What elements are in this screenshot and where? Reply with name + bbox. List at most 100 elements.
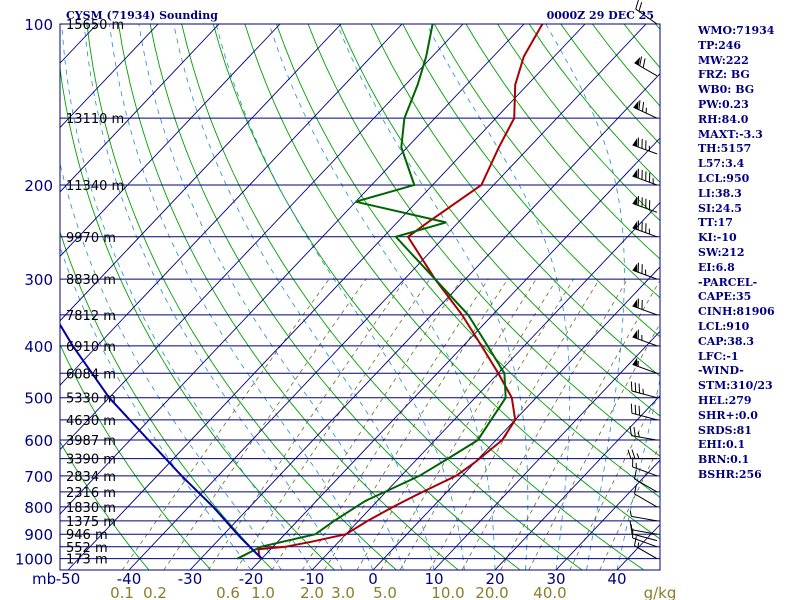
height-label: 2834 m	[66, 470, 116, 485]
chart-grid	[0, 24, 660, 570]
height-label: 15650 m	[66, 18, 124, 33]
pressure-tick-label: 600	[24, 432, 53, 450]
height-label: 173 m	[66, 553, 108, 568]
wind-barb	[634, 56, 658, 77]
wind-barb	[635, 0, 658, 25]
moist-adiabat	[616, 377, 660, 570]
mixing-ratio-line	[380, 278, 558, 570]
moist-adiabat	[109, 24, 374, 570]
height-label: 2316 m	[66, 486, 116, 501]
dry-adiabat	[60, 343, 212, 570]
height-label: 1375 m	[66, 515, 116, 530]
plot-frame	[59, 23, 661, 571]
index-item: -WIND-	[698, 364, 744, 378]
index-item: RH:84.0	[698, 112, 749, 126]
pressure-tick-label: 900	[24, 526, 53, 544]
wind-barb	[629, 520, 658, 535]
mixing-ratio-line	[461, 278, 628, 570]
isotherm-line	[372, 266, 660, 570]
index-item: CINH:81906	[698, 305, 775, 319]
height-label: 13110 m	[66, 112, 124, 127]
index-item: HEL:279	[698, 393, 752, 407]
wind-barb	[632, 298, 658, 316]
wind-barb	[632, 195, 658, 213]
dry-adiabat	[60, 230, 274, 570]
index-item: L57:3.4	[698, 157, 745, 171]
index-item: TP:246	[698, 38, 742, 52]
mixing-ratio-tick-label: 1.0	[251, 584, 275, 600]
isotherm-line	[0, 24, 36, 570]
wind-barb	[632, 329, 658, 347]
index-item: TT:17	[698, 216, 733, 230]
dry-adiabat	[276, 24, 660, 498]
index-item: MW:222	[698, 53, 749, 67]
dry-adiabat	[181, 24, 583, 570]
isotherm-line	[60, 24, 464, 451]
height-label: 3390 m	[66, 453, 116, 468]
index-item: TH:5157	[698, 142, 752, 156]
index-item: STM:310/23	[698, 379, 773, 393]
moist-adiabat	[83, 24, 343, 570]
height-label: 946 m	[66, 528, 108, 543]
index-item: MAXT:-3.3	[698, 127, 763, 141]
wind-barb	[633, 100, 658, 119]
index-item: WB0: BG	[698, 83, 755, 97]
index-item: LCL:950	[698, 171, 750, 185]
mixing-ratio-line	[356, 278, 537, 570]
chart-title: CYSM (71934) Sounding	[66, 9, 218, 22]
pressure-tick-label: 100	[24, 16, 53, 34]
height-label: 7812 m	[66, 309, 116, 324]
isotherm-line	[60, 24, 403, 386]
wind-barb	[632, 357, 658, 374]
mixing-ratio-line	[599, 444, 660, 570]
dry-adiabat	[402, 24, 660, 338]
pressure-tick-label: 500	[24, 390, 53, 408]
index-item: SRDS:81	[698, 423, 752, 437]
dry-adiabat	[244, 24, 660, 540]
height-label: 552 m	[66, 541, 108, 556]
height-label: 1830 m	[66, 501, 116, 516]
wind-barb	[630, 381, 658, 399]
wind-barb	[632, 457, 658, 477]
index-item: EI:6.8	[698, 260, 735, 274]
wind-barb	[632, 168, 658, 186]
mixing-ratio-tick-label: 5.0	[373, 584, 397, 600]
pressure-tick-label: 1000	[15, 551, 53, 569]
mixing-ratio-line	[235, 278, 431, 570]
mixing-ratio-line	[301, 278, 489, 570]
mixing-ratio-tick-label: 40.0	[533, 584, 566, 600]
height-label: 5330 m	[66, 392, 116, 407]
moist-adiabat	[60, 245, 252, 570]
wind-barb	[629, 426, 658, 441]
mixing-ratio-line	[163, 278, 367, 570]
temperature-tick-label: -40	[117, 570, 142, 588]
index-item: SHR+:0.0	[698, 408, 758, 422]
temperature-tick-label: 20	[485, 570, 504, 588]
wind-barb	[632, 137, 658, 155]
moist-adiabat	[545, 24, 625, 570]
isotherm-line	[60, 24, 159, 129]
height-label: 6084 m	[66, 367, 116, 382]
mixing-ratio-tick-label: 2.0	[300, 584, 324, 600]
mixing-ratio-line	[500, 279, 660, 570]
temperature-tick-label: 30	[546, 570, 565, 588]
wind-barb	[630, 403, 658, 421]
index-item: BSHR:256	[698, 467, 762, 481]
wind-barb	[633, 484, 658, 508]
mixing-ratio-line	[528, 322, 660, 570]
isotherm-line	[67, 24, 586, 570]
temperature-profile	[257, 24, 544, 560]
height-label: 4630 m	[66, 414, 116, 429]
isotherm-line	[60, 24, 525, 515]
temperature-tick-label: 40	[607, 570, 626, 588]
height-label: 8830 m	[66, 273, 116, 288]
wind-barbs	[627, 0, 658, 560]
index-item: -PARCEL-	[698, 275, 758, 289]
indices-panel: WMO:71934 TP:246 MW:222 FRZ: BG WB0: BG PW:0.…	[698, 24, 798, 483]
index-item: LI:38.3	[698, 186, 742, 200]
isotherm-line	[311, 201, 660, 570]
wind-barb	[632, 220, 658, 238]
wind-barb	[632, 262, 658, 280]
pressure-tick-label: 200	[24, 177, 53, 195]
